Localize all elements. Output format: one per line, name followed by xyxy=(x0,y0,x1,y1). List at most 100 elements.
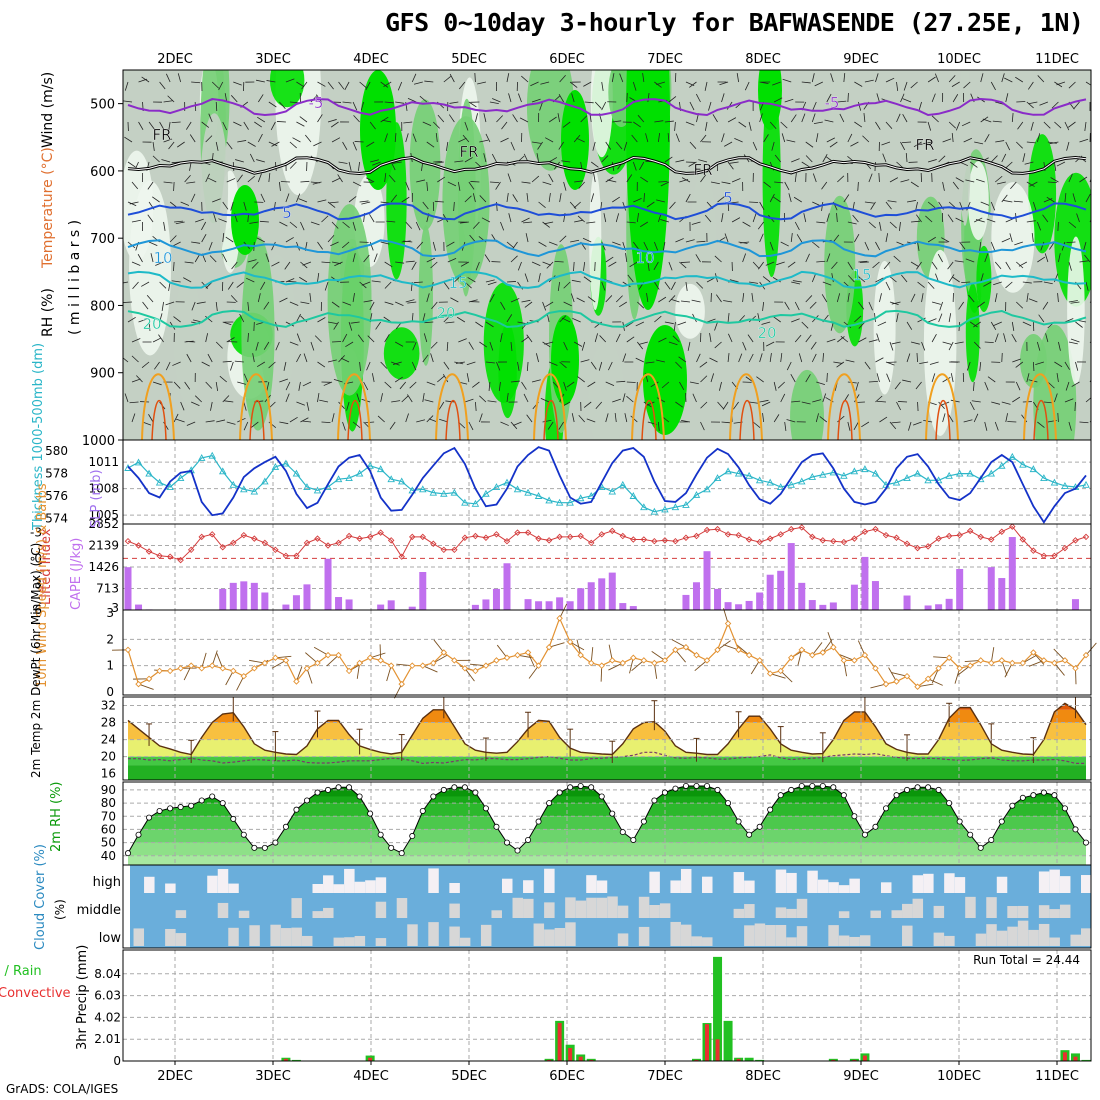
rh-point xyxy=(1009,802,1016,809)
precip-conv-bar xyxy=(736,1058,741,1061)
wind-barb xyxy=(674,121,676,131)
rh-band xyxy=(128,829,1086,843)
wind-barb xyxy=(727,313,730,323)
cloud-block xyxy=(849,878,860,893)
wind-barb xyxy=(155,261,164,266)
wind-barb xyxy=(569,81,578,88)
cloud-block xyxy=(786,937,797,946)
thickness-tick-label: 580 xyxy=(45,444,68,458)
wind-barb xyxy=(670,281,676,291)
wind-barb xyxy=(759,81,769,85)
wind-barb xyxy=(457,181,461,191)
wind-barb xyxy=(1015,76,1024,83)
wind-speed-point xyxy=(693,651,700,659)
rh-point xyxy=(135,831,142,838)
wind-barb xyxy=(548,193,551,203)
cloud-block xyxy=(375,938,387,946)
rh-blob xyxy=(269,70,305,108)
wind-barb xyxy=(500,301,506,310)
wind-barb xyxy=(508,213,512,223)
wind-barb xyxy=(191,241,201,244)
lifted-point xyxy=(293,552,300,560)
wind-barb-10m xyxy=(931,668,940,684)
wind-barb xyxy=(847,261,853,270)
wind-barb xyxy=(233,121,242,127)
wind-barb xyxy=(546,261,554,269)
wind-speed-point xyxy=(619,659,627,667)
cape-bar xyxy=(219,588,227,610)
cloud-block xyxy=(175,933,187,946)
pressure-tick-label: 500 xyxy=(90,98,115,113)
wind-barb xyxy=(352,221,356,231)
wind-barb xyxy=(906,321,913,330)
wind-barb xyxy=(763,134,769,143)
thickness-point xyxy=(682,501,690,508)
wind-speed-point xyxy=(840,657,848,664)
wind-barb xyxy=(424,399,434,403)
cloud-block xyxy=(933,905,945,918)
cloud-block xyxy=(175,910,187,918)
rh-tick-label: 50 xyxy=(101,836,116,850)
wind-barb xyxy=(416,241,424,249)
wind-barb xyxy=(129,401,139,404)
wind-barb xyxy=(891,421,901,424)
wind-barb xyxy=(390,161,396,171)
wind-tick-label: 2 xyxy=(106,632,114,646)
cloud-block xyxy=(765,925,776,946)
wind-barb xyxy=(422,201,429,210)
wind-speed-point xyxy=(556,615,563,622)
wind-barb xyxy=(539,101,543,111)
wind-barb xyxy=(954,341,964,344)
rh-band xyxy=(128,786,1086,790)
wind-barb xyxy=(542,221,550,228)
wind-barb xyxy=(1013,200,1023,203)
wind-barb xyxy=(868,380,878,383)
convective-contour xyxy=(1023,373,1057,441)
wind-barb xyxy=(738,121,747,128)
wind-barb-10m xyxy=(857,640,866,656)
cape-bar xyxy=(956,568,964,610)
wind-barb xyxy=(222,201,229,210)
wind-barb xyxy=(861,421,870,428)
cloud-block xyxy=(996,930,1008,946)
rh-point xyxy=(840,792,847,799)
cloud-block xyxy=(333,937,345,946)
wind-barb xyxy=(475,261,480,271)
wind-barb xyxy=(485,361,495,364)
cloud-block xyxy=(344,937,355,946)
wind-barb xyxy=(689,81,697,88)
wind-barb xyxy=(810,341,817,350)
rh-point xyxy=(693,782,700,789)
wind-barb xyxy=(507,173,512,183)
wind-speed-point xyxy=(956,665,963,672)
wind-barb xyxy=(927,236,936,243)
wind-barb xyxy=(837,336,845,343)
wind-barb xyxy=(236,281,245,288)
cloud-block xyxy=(817,879,829,893)
wind-barb xyxy=(500,333,503,343)
wind-barb xyxy=(903,81,908,91)
wind-barb xyxy=(348,321,353,331)
wind-barb xyxy=(1066,141,1070,151)
wind-barb xyxy=(127,161,136,168)
wind-speed-point xyxy=(493,657,500,664)
lifted-point xyxy=(735,531,742,539)
wind-barb xyxy=(479,195,487,203)
rh-point xyxy=(293,806,300,813)
wind-barb xyxy=(994,175,1003,183)
wind-barb xyxy=(794,173,797,183)
wind-barb xyxy=(531,175,540,183)
wind-barb xyxy=(812,101,817,111)
wind-barb xyxy=(669,201,676,209)
thickness-point xyxy=(776,483,785,490)
wind-barb xyxy=(927,318,937,323)
wind-barb xyxy=(759,399,769,403)
wind-barb xyxy=(677,321,687,326)
wind-speed-point xyxy=(672,646,679,654)
wind-barb xyxy=(1046,196,1055,203)
wind-barb xyxy=(963,137,973,143)
wind-barb xyxy=(742,341,747,351)
precip-conv-bar xyxy=(1062,1052,1067,1061)
wind-barb xyxy=(1074,401,1076,412)
rh-band xyxy=(128,789,1086,797)
